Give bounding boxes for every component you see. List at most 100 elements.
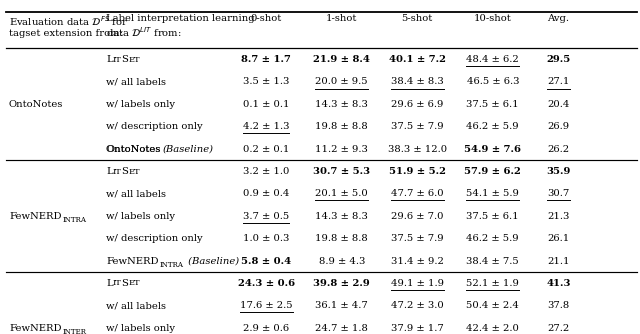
Text: 1-shot: 1-shot <box>326 14 358 23</box>
Text: 42.4 ± 2.0: 42.4 ± 2.0 <box>467 324 519 333</box>
Text: 3.7 ± 0.5: 3.7 ± 0.5 <box>243 212 289 221</box>
Text: w/ all labels: w/ all labels <box>106 301 166 310</box>
Text: 37.5 ± 7.9: 37.5 ± 7.9 <box>391 122 444 131</box>
Text: 24.3 ± 0.6: 24.3 ± 0.6 <box>237 279 295 288</box>
Text: 37.9 ± 1.7: 37.9 ± 1.7 <box>391 324 444 333</box>
Text: S: S <box>122 55 129 64</box>
Text: 8.7 ± 1.7: 8.7 ± 1.7 <box>241 55 291 64</box>
Text: INTER: INTER <box>63 328 87 334</box>
Text: w/ labels only: w/ labels only <box>106 100 175 109</box>
Text: 29.6 ± 7.0: 29.6 ± 7.0 <box>391 212 444 221</box>
Text: 20.4: 20.4 <box>547 100 570 109</box>
Text: FewNERD: FewNERD <box>9 212 61 221</box>
Text: 41.3: 41.3 <box>546 279 571 288</box>
Text: L: L <box>106 55 113 64</box>
Text: INTRA: INTRA <box>63 216 87 224</box>
Text: Label interpretation learning
data $\mathcal{D}^{LIT}$ from:: Label interpretation learning data $\mat… <box>106 14 255 39</box>
Text: 26.1: 26.1 <box>547 234 570 243</box>
Text: 20.1 ± 5.0: 20.1 ± 5.0 <box>316 189 368 198</box>
Text: 14.3 ± 8.3: 14.3 ± 8.3 <box>316 212 368 221</box>
Text: 27.2: 27.2 <box>547 324 570 333</box>
Text: 36.1 ± 4.7: 36.1 ± 4.7 <box>316 301 368 310</box>
Text: 26.2: 26.2 <box>547 145 570 154</box>
Text: w/ description only: w/ description only <box>106 234 203 243</box>
Text: 38.3 ± 12.0: 38.3 ± 12.0 <box>388 145 447 154</box>
Text: 29.6 ± 6.9: 29.6 ± 6.9 <box>391 100 444 109</box>
Text: 54.9 ± 7.6: 54.9 ± 7.6 <box>464 145 522 154</box>
Text: 11.2 ± 9.3: 11.2 ± 9.3 <box>316 145 368 154</box>
Text: 46.2 ± 5.9: 46.2 ± 5.9 <box>467 234 519 243</box>
Text: w/ labels only: w/ labels only <box>106 324 175 333</box>
Text: S: S <box>122 279 129 288</box>
Text: 46.5 ± 6.3: 46.5 ± 6.3 <box>467 77 519 87</box>
Text: 14.3 ± 8.3: 14.3 ± 8.3 <box>316 100 368 109</box>
Text: 48.4 ± 6.2: 48.4 ± 6.2 <box>467 55 519 64</box>
Text: 50.4 ± 2.4: 50.4 ± 2.4 <box>467 301 519 310</box>
Text: 57.9 ± 6.2: 57.9 ± 6.2 <box>465 167 521 176</box>
Text: 38.4 ± 8.3: 38.4 ± 8.3 <box>391 77 444 87</box>
Text: 3.2 ± 1.0: 3.2 ± 1.0 <box>243 167 289 176</box>
Text: 19.8 ± 8.8: 19.8 ± 8.8 <box>316 122 368 131</box>
Text: 3.5 ± 1.3: 3.5 ± 1.3 <box>243 77 289 87</box>
Text: OntoNotes: OntoNotes <box>106 145 164 154</box>
Text: 26.9: 26.9 <box>547 122 570 131</box>
Text: 49.1 ± 1.9: 49.1 ± 1.9 <box>391 279 444 288</box>
Text: w/ description only: w/ description only <box>106 122 203 131</box>
Text: ET: ET <box>129 56 140 63</box>
Text: 24.7 ± 1.8: 24.7 ± 1.8 <box>316 324 368 333</box>
Text: 19.8 ± 8.8: 19.8 ± 8.8 <box>316 234 368 243</box>
Text: 2.9 ± 0.6: 2.9 ± 0.6 <box>243 324 289 333</box>
Text: w/ all labels: w/ all labels <box>106 77 166 87</box>
Text: 20.0 ± 9.5: 20.0 ± 9.5 <box>316 77 368 87</box>
Text: INTRA: INTRA <box>159 261 184 269</box>
Text: 54.1 ± 5.9: 54.1 ± 5.9 <box>467 189 519 198</box>
Text: w/ all labels: w/ all labels <box>106 189 166 198</box>
Text: S: S <box>122 167 129 176</box>
Text: Avg.: Avg. <box>547 14 570 23</box>
Text: 31.4 ± 9.2: 31.4 ± 9.2 <box>391 257 444 266</box>
Text: 0.1 ± 0.1: 0.1 ± 0.1 <box>243 100 289 109</box>
Text: 39.8 ± 2.9: 39.8 ± 2.9 <box>314 279 370 288</box>
Text: (Baseline): (Baseline) <box>163 145 214 154</box>
Text: FewNERD: FewNERD <box>9 324 61 333</box>
Text: L: L <box>106 167 113 176</box>
Text: OntoNotes: OntoNotes <box>106 145 161 154</box>
Text: 21.3: 21.3 <box>547 212 570 221</box>
Text: IT: IT <box>113 280 122 287</box>
Text: 51.9 ± 5.2: 51.9 ± 5.2 <box>388 167 446 176</box>
Text: 4.2 ± 1.3: 4.2 ± 1.3 <box>243 122 289 131</box>
Text: 17.6 ± 2.5: 17.6 ± 2.5 <box>240 301 292 310</box>
Text: 10-shot: 10-shot <box>474 14 511 23</box>
Text: ET: ET <box>129 280 140 287</box>
Text: (Baseline): (Baseline) <box>185 257 239 266</box>
Text: 21.9 ± 8.4: 21.9 ± 8.4 <box>314 55 370 64</box>
Text: IT: IT <box>113 168 122 175</box>
Text: 37.5 ± 7.9: 37.5 ± 7.9 <box>391 234 444 243</box>
Text: 40.1 ± 7.2: 40.1 ± 7.2 <box>388 55 446 64</box>
Text: Evaluation data $\mathcal{D}^{FS}$ for
tagset extension from:: Evaluation data $\mathcal{D}^{FS}$ for t… <box>9 14 129 38</box>
Text: 29.5: 29.5 <box>547 55 570 64</box>
Text: 38.4 ± 7.5: 38.4 ± 7.5 <box>467 257 519 266</box>
Text: 27.1: 27.1 <box>547 77 570 87</box>
Text: L: L <box>106 279 113 288</box>
Text: OntoNotes: OntoNotes <box>9 100 63 109</box>
Text: 37.5 ± 6.1: 37.5 ± 6.1 <box>467 212 519 221</box>
Text: 1.0 ± 0.3: 1.0 ± 0.3 <box>243 234 289 243</box>
Text: 0.2 ± 0.1: 0.2 ± 0.1 <box>243 145 289 154</box>
Text: 8.9 ± 4.3: 8.9 ± 4.3 <box>319 257 365 266</box>
Text: 35.9: 35.9 <box>546 167 571 176</box>
Text: ET: ET <box>129 168 140 175</box>
Text: 5.8 ± 0.4: 5.8 ± 0.4 <box>241 257 291 266</box>
Text: 30.7: 30.7 <box>547 189 570 198</box>
Text: 5-shot: 5-shot <box>402 14 433 23</box>
Text: 47.7 ± 6.0: 47.7 ± 6.0 <box>391 189 444 198</box>
Text: 37.8: 37.8 <box>547 301 570 310</box>
Text: 47.2 ± 3.0: 47.2 ± 3.0 <box>391 301 444 310</box>
Text: 46.2 ± 5.9: 46.2 ± 5.9 <box>467 122 519 131</box>
Text: 0.9 ± 0.4: 0.9 ± 0.4 <box>243 189 289 198</box>
Text: 30.7 ± 5.3: 30.7 ± 5.3 <box>313 167 371 176</box>
Text: w/ labels only: w/ labels only <box>106 212 175 221</box>
Text: 21.1: 21.1 <box>547 257 570 266</box>
Text: IT: IT <box>113 56 122 63</box>
Text: 0-shot: 0-shot <box>251 14 282 23</box>
